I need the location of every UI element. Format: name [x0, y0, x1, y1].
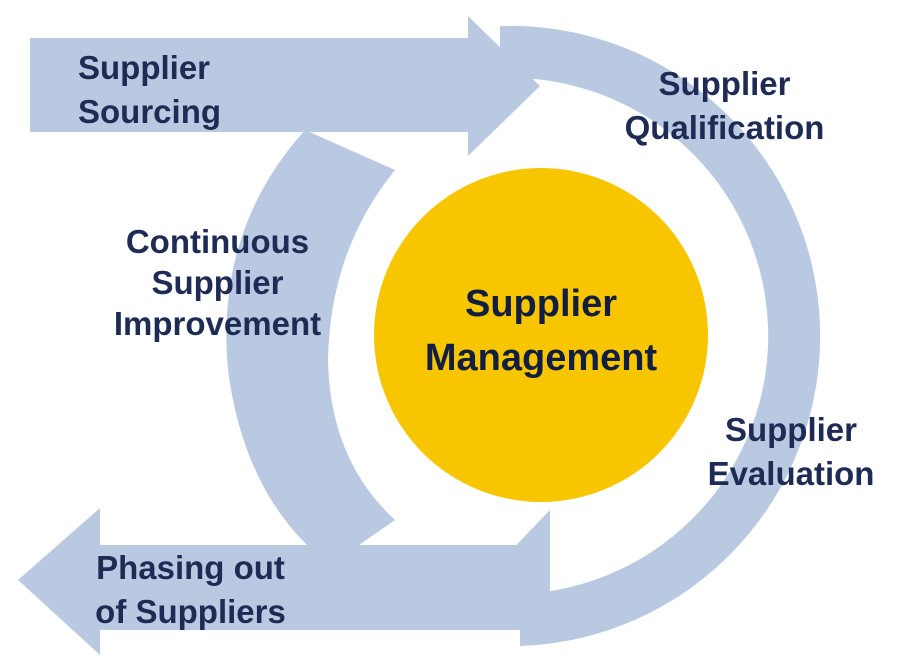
sourcing-label: Supplier Sourcing [78, 46, 221, 134]
center-label-line2: Management [424, 337, 658, 379]
cycle-ring-left [226, 130, 395, 565]
center-label-line1: Supplier [464, 283, 618, 325]
sourcing-arrow [30, 16, 540, 156]
qualification-label: Supplier Qualification [612, 62, 837, 150]
phasing-out-arrow [18, 508, 550, 655]
evaluation-label-line2: Evaluation [707, 455, 875, 492]
phasing-out-label-line2: of Suppliers [95, 593, 286, 630]
phasing-out-label: Phasing out of Suppliers [83, 546, 298, 634]
improvement-label: Continuous Supplier Improvement [100, 221, 335, 344]
center-circle [374, 168, 708, 502]
sourcing-label-line1: Supplier [78, 49, 211, 86]
qualification-label-line2: Qualification [624, 109, 825, 146]
improvement-label-line2: Supplier [151, 264, 284, 301]
evaluation-label: Supplier Evaluation [696, 408, 886, 496]
improvement-label-line1: Continuous [125, 223, 310, 260]
improvement-label-line3: Improvement [113, 305, 322, 342]
phasing-out-label-line1: Phasing out [96, 549, 285, 586]
center-label: Supplier Management [391, 277, 691, 385]
qualification-label-line1: Supplier [658, 65, 791, 102]
evaluation-label-line1: Supplier [724, 411, 858, 448]
sourcing-label-line2: Sourcing [78, 93, 222, 130]
cycle-ring [500, 25, 821, 647]
